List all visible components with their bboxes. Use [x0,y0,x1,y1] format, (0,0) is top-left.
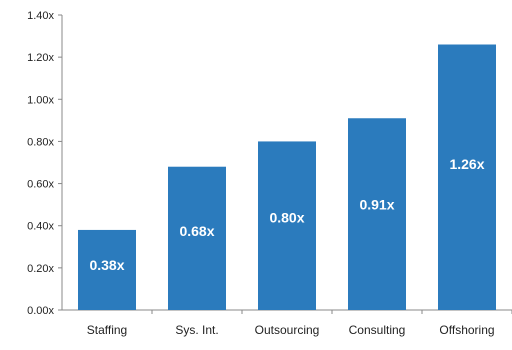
y-tick-label: 0.00x [27,305,54,317]
bar [258,141,316,310]
data-label: 0.80x [269,209,304,225]
bar [168,166,226,310]
chart-bars [78,44,496,310]
data-label: 0.68x [179,223,214,239]
y-tick-label: 0.40x [27,221,54,233]
data-label: 1.26x [449,156,484,172]
y-tick-label: 0.60x [27,179,54,191]
bar [348,118,406,310]
x-tick-label: Outsourcing [255,323,320,337]
x-tick-label: Sys. Int. [175,323,218,337]
bar [78,229,136,310]
x-tick-label: Staffing [87,323,127,337]
chart-axes: 0.00x 0.20x 0.40x 0.60x 0.80x 1.00x 1.20x 1.40x… [27,10,512,337]
x-tick-label: Consulting [349,323,406,337]
data-label: 0.38x [89,257,124,273]
y-tick-label: 1.40x [27,10,54,22]
bar [438,44,496,310]
x-tick-label: Offshoring [439,323,494,337]
y-tick-label: 0.80x [27,136,54,148]
y-tick-label: 1.20x [27,52,54,64]
y-tick-label: 1.00x [27,94,54,106]
chart-data-labels: 0.38x 0.68x 0.80x 0.91x 1.26x [89,156,484,273]
data-label: 0.91x [359,197,394,213]
y-tick-label: 0.20x [27,263,54,275]
